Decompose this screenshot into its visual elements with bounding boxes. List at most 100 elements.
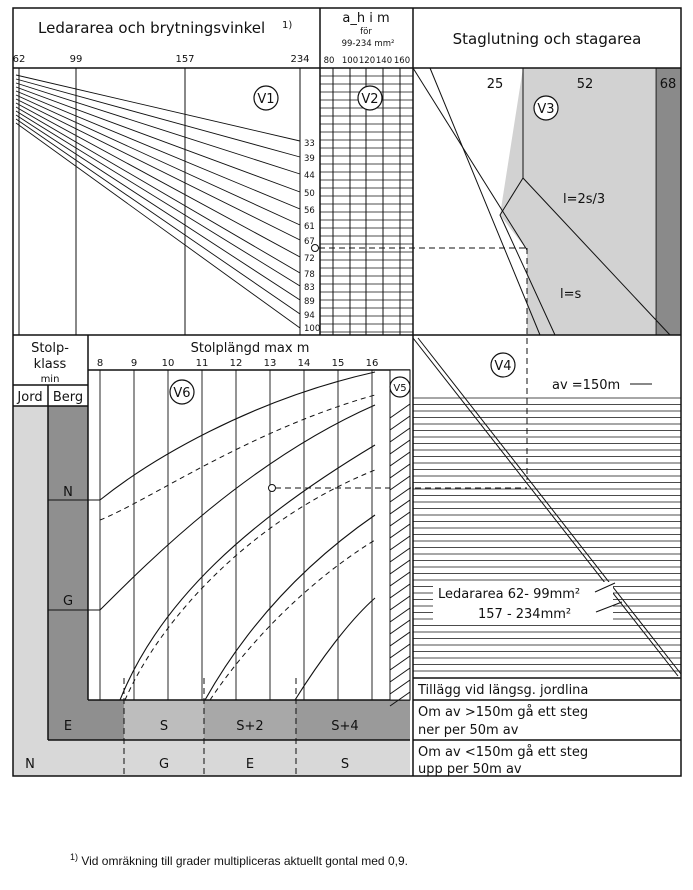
v1-fan-line <box>15 86 301 193</box>
v6-length-tick: 15 <box>332 358 345 369</box>
v5-hatch-line <box>389 511 411 527</box>
v5-hatch-line <box>389 487 411 503</box>
bottom-row2-s: S <box>341 757 349 772</box>
v1-area-labels: 62 99 157 234 <box>13 54 310 65</box>
v5-badge <box>389 376 411 398</box>
footnote: 1) Vid omräkning till grader multiplicer… <box>70 852 408 868</box>
bottom-row2-e: E <box>246 757 254 772</box>
bottom-row1-s4: S+4 <box>331 719 358 734</box>
v3-line-l2s3: l=2s/3 <box>563 192 605 207</box>
v1-badge <box>253 85 279 111</box>
v5-hatch-line <box>389 547 411 563</box>
v5-label: V5 <box>393 383 406 394</box>
v6-reference-circle <box>268 484 276 492</box>
v5-hatch-line <box>389 691 411 707</box>
v5-hatch-line <box>389 463 411 479</box>
v3-area-25: 25 <box>487 77 504 92</box>
v1-area-tick-99: 99 <box>70 54 83 65</box>
v2-tick: 100 <box>342 56 358 66</box>
tillagg-panel: Tillägg vid längsg. jordlina Om av >150m… <box>417 683 588 777</box>
v3-line-ls: l=s <box>560 287 582 302</box>
v3-area-68: 68 <box>660 77 677 92</box>
v3-lines <box>412 67 671 336</box>
bottom-row1-s: S <box>160 719 168 734</box>
v2-hatch <box>320 75 413 333</box>
v5-hatch-line <box>389 571 411 587</box>
v6-length-tick: 16 <box>366 358 379 369</box>
v6-length-tick: 9 <box>131 358 137 369</box>
bottom-row2-g: G <box>159 757 169 772</box>
v1-angle-tick: 78 <box>304 270 315 280</box>
v2-tick: 80 <box>324 56 335 66</box>
v3-badge <box>533 95 559 121</box>
v5-hatch-line <box>389 523 411 539</box>
v1-angle-tick: 33 <box>304 139 315 149</box>
v1-angle-labels: 33 39 44 50 56 61 67 72 78 83 89 94 100 <box>304 139 320 334</box>
v1-panel: 62 99 157 234 33 39 44 50 56 61 67 72 78… <box>13 54 320 335</box>
v1-reference-circle <box>311 244 319 252</box>
berg-class-e: E <box>64 719 72 734</box>
title-ah-for: för <box>360 27 372 37</box>
v6-panel: Stolplängd max m 8 9 10 11 12 13 14 15 16 V6 <box>97 341 379 701</box>
v3-area-52: 52 <box>577 77 594 92</box>
v4-badge <box>490 352 516 378</box>
v3-label: V3 <box>537 102 554 117</box>
v5-hatch-line <box>389 631 411 647</box>
footnote-text: Vid omräkning till grader multipliceras … <box>78 854 408 868</box>
v5-hatch-line <box>389 559 411 575</box>
v1-area-tick-234: 234 <box>290 54 309 65</box>
v3-panel: 25 52 68 V3 l=2s/3 l=s <box>412 67 677 336</box>
v5-hatch-line <box>389 667 411 683</box>
v5-hatch-line <box>389 679 411 695</box>
v6-grid <box>99 370 373 700</box>
tillagg-rule1-line2: ner per 50m av <box>418 723 519 738</box>
tillagg-rule2-line2: upp per 50m av <box>418 762 522 777</box>
v1-angle-tick: 89 <box>304 297 315 307</box>
tillagg-title: Tillägg vid längsg. jordlina <box>417 683 588 698</box>
v1-angle-tick: 67 <box>304 237 315 247</box>
v1-angle-tick: 100 <box>304 324 320 334</box>
v5-hatch-line <box>389 403 411 419</box>
v1-fan-line <box>15 78 301 158</box>
v6-length-tick: 8 <box>97 358 103 369</box>
v1-angle-tick: 94 <box>304 311 315 321</box>
berg-class-g: G <box>63 594 73 609</box>
v1-area-tick-62: 62 <box>13 54 26 65</box>
v5-hatch-line <box>389 619 411 635</box>
v1-fan-line <box>15 102 301 258</box>
v6-badge <box>169 379 195 405</box>
v1-fan-line <box>15 106 301 274</box>
title-stag: Staglutning och stagarea <box>453 30 642 48</box>
v2-tick: 160 <box>394 56 410 66</box>
stolpklass-panel: Stolp- klass min Jord Berg N G E S S+2 S… <box>16 341 358 772</box>
v1-fan-line <box>15 98 301 241</box>
v2-tick-labels: 80 100 120 140 160 <box>324 56 411 66</box>
v4-label: V4 <box>494 359 511 374</box>
v2-tick: 140 <box>376 56 392 66</box>
v6-length-tick: 12 <box>230 358 243 369</box>
v5-hatch-line <box>389 583 411 599</box>
v2-badge <box>357 85 383 111</box>
v4-ledararea-1: Ledararea 62- 99mm² <box>438 587 580 602</box>
v1-fan-line <box>15 90 301 210</box>
v6-length-tick: 13 <box>264 358 277 369</box>
v6-label: V6 <box>173 386 190 401</box>
berg-class-n: N <box>63 485 73 500</box>
tillagg-rule1-line1: Om av >150m gå ett steg <box>418 705 588 720</box>
v4-diagonals <box>412 337 682 677</box>
v4-hatch <box>413 397 681 672</box>
stolp-header-2: klass <box>34 357 67 372</box>
v1-fan-line <box>15 74 301 142</box>
v1-angle-tick: 61 <box>304 222 315 232</box>
v5-hatch-line <box>389 643 411 659</box>
v6-length-tick: 11 <box>196 358 209 369</box>
v5-hatch-line <box>389 427 411 443</box>
v1-angle-tick: 39 <box>304 154 315 164</box>
v6-dashed-curves <box>99 394 376 701</box>
v1-fan-line <box>15 118 301 315</box>
v5-hatch-line <box>389 595 411 611</box>
title-ah: a_h i m <box>342 11 389 26</box>
v1-fan-line <box>15 110 301 287</box>
v5-hatch-line <box>389 451 411 467</box>
v1-angle-tick: 83 <box>304 283 315 293</box>
